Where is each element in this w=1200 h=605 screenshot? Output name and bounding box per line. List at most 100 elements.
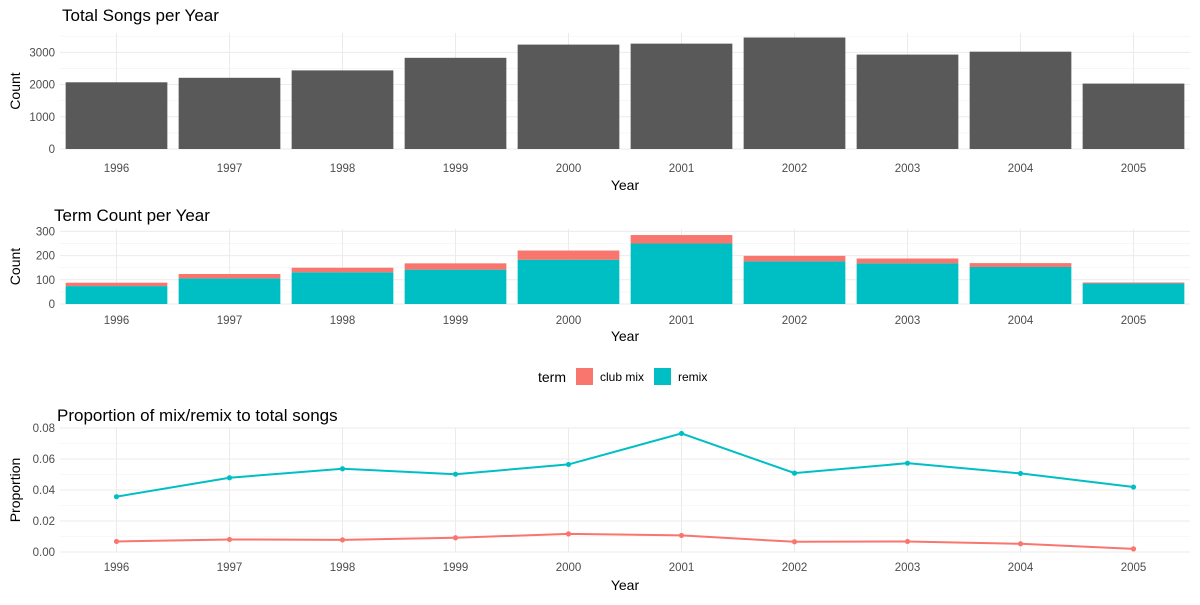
point-club-mix-2001 [678, 532, 685, 539]
bar-2002 [743, 37, 846, 150]
x-tick-label: 1997 [217, 163, 243, 175]
y-tick-label: 300 [36, 226, 55, 238]
bar-1999 [404, 57, 507, 149]
bar-remix-1999 [404, 269, 507, 304]
point-club-mix-2004 [1017, 541, 1024, 547]
y-tick-label: 0 [49, 144, 55, 156]
x-tick-label: 2005 [1121, 562, 1147, 574]
bar-remix-2003 [856, 263, 959, 304]
x-tick-label: 1997 [217, 315, 243, 327]
x-tick-label: 2001 [669, 315, 695, 327]
y-tick-label: 0.08 [33, 423, 55, 435]
legend-label: remix [678, 370, 707, 384]
bar-remix-2005 [1082, 283, 1185, 304]
x-tick-label: 1996 [104, 163, 130, 175]
point-club-mix-1999 [452, 535, 459, 541]
x-tick-label: 2001 [669, 163, 695, 175]
bar-club-mix-1996 [65, 282, 168, 287]
x-tick-label: 2004 [1008, 562, 1034, 574]
bar-club-mix-1998 [291, 267, 394, 273]
bar-remix-1997 [178, 278, 281, 304]
legend-key-club-mix [576, 368, 593, 385]
bar-club-mix-1999 [404, 263, 507, 270]
bar-2001 [630, 43, 733, 150]
x-tick-label: 2002 [782, 562, 808, 574]
point-remix-2001 [678, 430, 685, 437]
total-songs-panel: 0 1000 2000 3000 1996 1997 1998 1999 2000 2001 200… [7, 6, 1190, 193]
y-tick-label: 0.06 [33, 454, 55, 466]
bar-club-mix-1997 [178, 274, 281, 279]
bar-2000 [517, 44, 620, 149]
point-remix-1996 [113, 494, 120, 500]
x-tick-label: 1998 [330, 562, 356, 574]
x-axis-title: Year [611, 328, 640, 344]
bar-remix-2000 [517, 259, 620, 304]
point-club-mix-1998 [339, 537, 346, 543]
y-tick-label: 0.04 [33, 485, 56, 497]
y-tick-label: 1000 [29, 112, 55, 124]
legend-label: club mix [600, 370, 644, 384]
point-club-mix-1996 [113, 538, 120, 545]
point-remix-2002 [791, 470, 798, 476]
x-tick-label: 2000 [556, 562, 582, 574]
x-tick-label: 2005 [1121, 163, 1147, 175]
x-tick-label: 1997 [217, 562, 243, 574]
x-tick-label: 1998 [330, 163, 356, 175]
x-tick-label: 2001 [669, 562, 695, 574]
point-remix-2003 [904, 460, 911, 466]
x-tick-label: 2000 [556, 315, 582, 327]
point-club-mix-2003 [904, 538, 911, 545]
x-tick-label: 2000 [556, 163, 582, 175]
y-tick-label: 2000 [29, 80, 55, 92]
x-tick-label: 1998 [330, 315, 356, 327]
bar-club-mix-2005 [1082, 282, 1185, 284]
point-remix-2004 [1017, 470, 1024, 477]
bar-1998 [291, 70, 394, 149]
point-club-mix-2005 [1130, 546, 1137, 552]
point-remix-2000 [565, 461, 572, 468]
line-remix [116, 432, 1134, 498]
bar-remix-1998 [291, 272, 394, 304]
x-tick-label: 1999 [443, 315, 469, 327]
y-tick-label: 200 [36, 251, 55, 263]
y-axis-title: Count [7, 248, 23, 285]
bar-2004 [969, 51, 1072, 149]
point-remix-1998 [339, 466, 346, 472]
x-tick-label: 1999 [443, 163, 469, 175]
point-remix-2005 [1130, 484, 1137, 490]
line-club-mix [116, 532, 1134, 550]
legend-title: term [538, 369, 566, 385]
point-club-mix-2002 [791, 539, 798, 545]
x-axis-title: Year [611, 177, 640, 193]
bar-1996 [65, 82, 168, 149]
x-tick-label: 2004 [1008, 315, 1034, 327]
bar-remix-2001 [630, 243, 733, 304]
chart-title: Term Count per Year [54, 206, 210, 225]
y-tick-label: 3000 [29, 47, 55, 59]
legend-key-remix [654, 368, 671, 385]
x-tick-label: 2004 [1008, 163, 1034, 175]
bar-club-mix-2000 [517, 250, 620, 260]
point-club-mix-1997 [226, 536, 233, 543]
x-tick-label: 1996 [104, 315, 130, 327]
chart-title: Proportion of mix/remix to total songs [57, 406, 338, 425]
bar-club-mix-2002 [743, 255, 846, 262]
y-tick-label: 100 [36, 275, 55, 287]
bar-2003 [856, 54, 959, 149]
bar-remix-2004 [969, 266, 1072, 304]
point-remix-1999 [452, 471, 459, 477]
x-tick-label: 1999 [443, 562, 469, 574]
x-tick-label: 2003 [895, 315, 921, 327]
x-tick-label: 1996 [104, 562, 130, 574]
y-axis-title: Count [7, 72, 23, 109]
proportion-panel: 0.00 0.02 0.04 0.06 0.08 1996 1997 1998 1999 2000… [7, 406, 1190, 593]
bar-remix-1996 [65, 286, 168, 304]
point-club-mix-2000 [565, 531, 572, 537]
x-tick-label: 2002 [782, 163, 808, 175]
y-axis-title: Proportion [7, 458, 23, 523]
x-tick-label: 2002 [782, 315, 808, 327]
x-tick-label: 2005 [1121, 315, 1147, 327]
x-axis-title: Year [611, 577, 640, 593]
